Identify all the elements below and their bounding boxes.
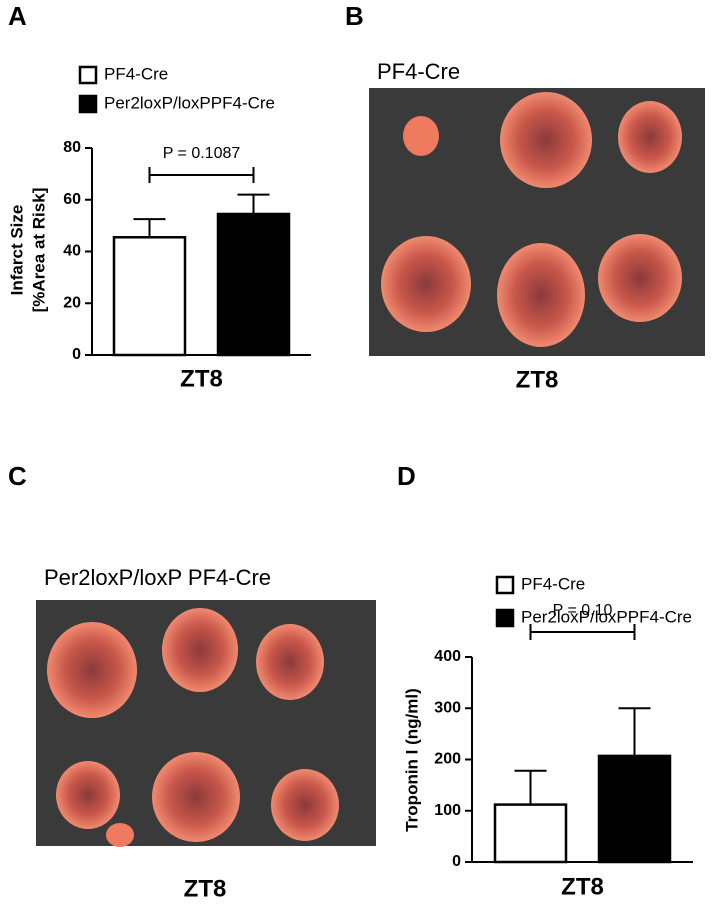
legend-label: PF4-Cre <box>104 64 168 83</box>
y-tick-label: 0 <box>72 346 81 363</box>
annotation: P = 0.1087 <box>163 145 241 162</box>
x-tick-label: ZT8 <box>180 365 223 392</box>
panel-letter: A <box>8 1 27 31</box>
legend-label: Per2loxP/loxPPF4-Cre <box>521 607 692 626</box>
bar <box>216 212 291 357</box>
y-axis-label: [%Area at Risk] <box>29 188 48 313</box>
y-tick-label: 300 <box>434 699 461 716</box>
legend-swatch <box>495 608 515 628</box>
y-tick-label: 400 <box>434 648 461 665</box>
y-tick-label: 60 <box>63 191 81 208</box>
legend-swatch <box>78 65 98 85</box>
annotation: P = 0.10 <box>553 602 613 619</box>
legend-swatch <box>495 575 515 595</box>
y-tick-label: 80 <box>63 139 81 156</box>
y-tick-label: 0 <box>452 853 461 870</box>
x-tick-label: ZT8 <box>561 873 604 900</box>
y-tick-label: 20 <box>63 294 81 311</box>
photo <box>369 88 705 356</box>
photo-caption: ZT8 <box>184 875 227 902</box>
photo-label: PF4-Cre <box>377 59 460 84</box>
panel-letter: C <box>8 461 27 491</box>
y-axis-label: Infarct Size <box>7 205 26 296</box>
bar <box>493 803 568 864</box>
photo <box>36 600 376 847</box>
y-tick-label: 200 <box>434 751 461 768</box>
panel-letter: D <box>397 461 416 491</box>
legend-swatch <box>78 94 98 114</box>
bar <box>597 754 672 864</box>
y-axis-label: Troponin I (ng/ml) <box>402 688 421 832</box>
y-tick-label: 40 <box>63 243 81 260</box>
photo-caption: ZT8 <box>516 366 559 393</box>
photo-label: Per2loxP/loxP PF4-Cre <box>44 565 271 590</box>
legend-label: Per2loxP/loxPPF4-Cre <box>104 93 275 112</box>
bar <box>112 236 187 357</box>
y-tick-label: 100 <box>434 802 461 819</box>
legend-label: PF4-Cre <box>521 574 585 593</box>
panel-letter: B <box>345 1 364 31</box>
